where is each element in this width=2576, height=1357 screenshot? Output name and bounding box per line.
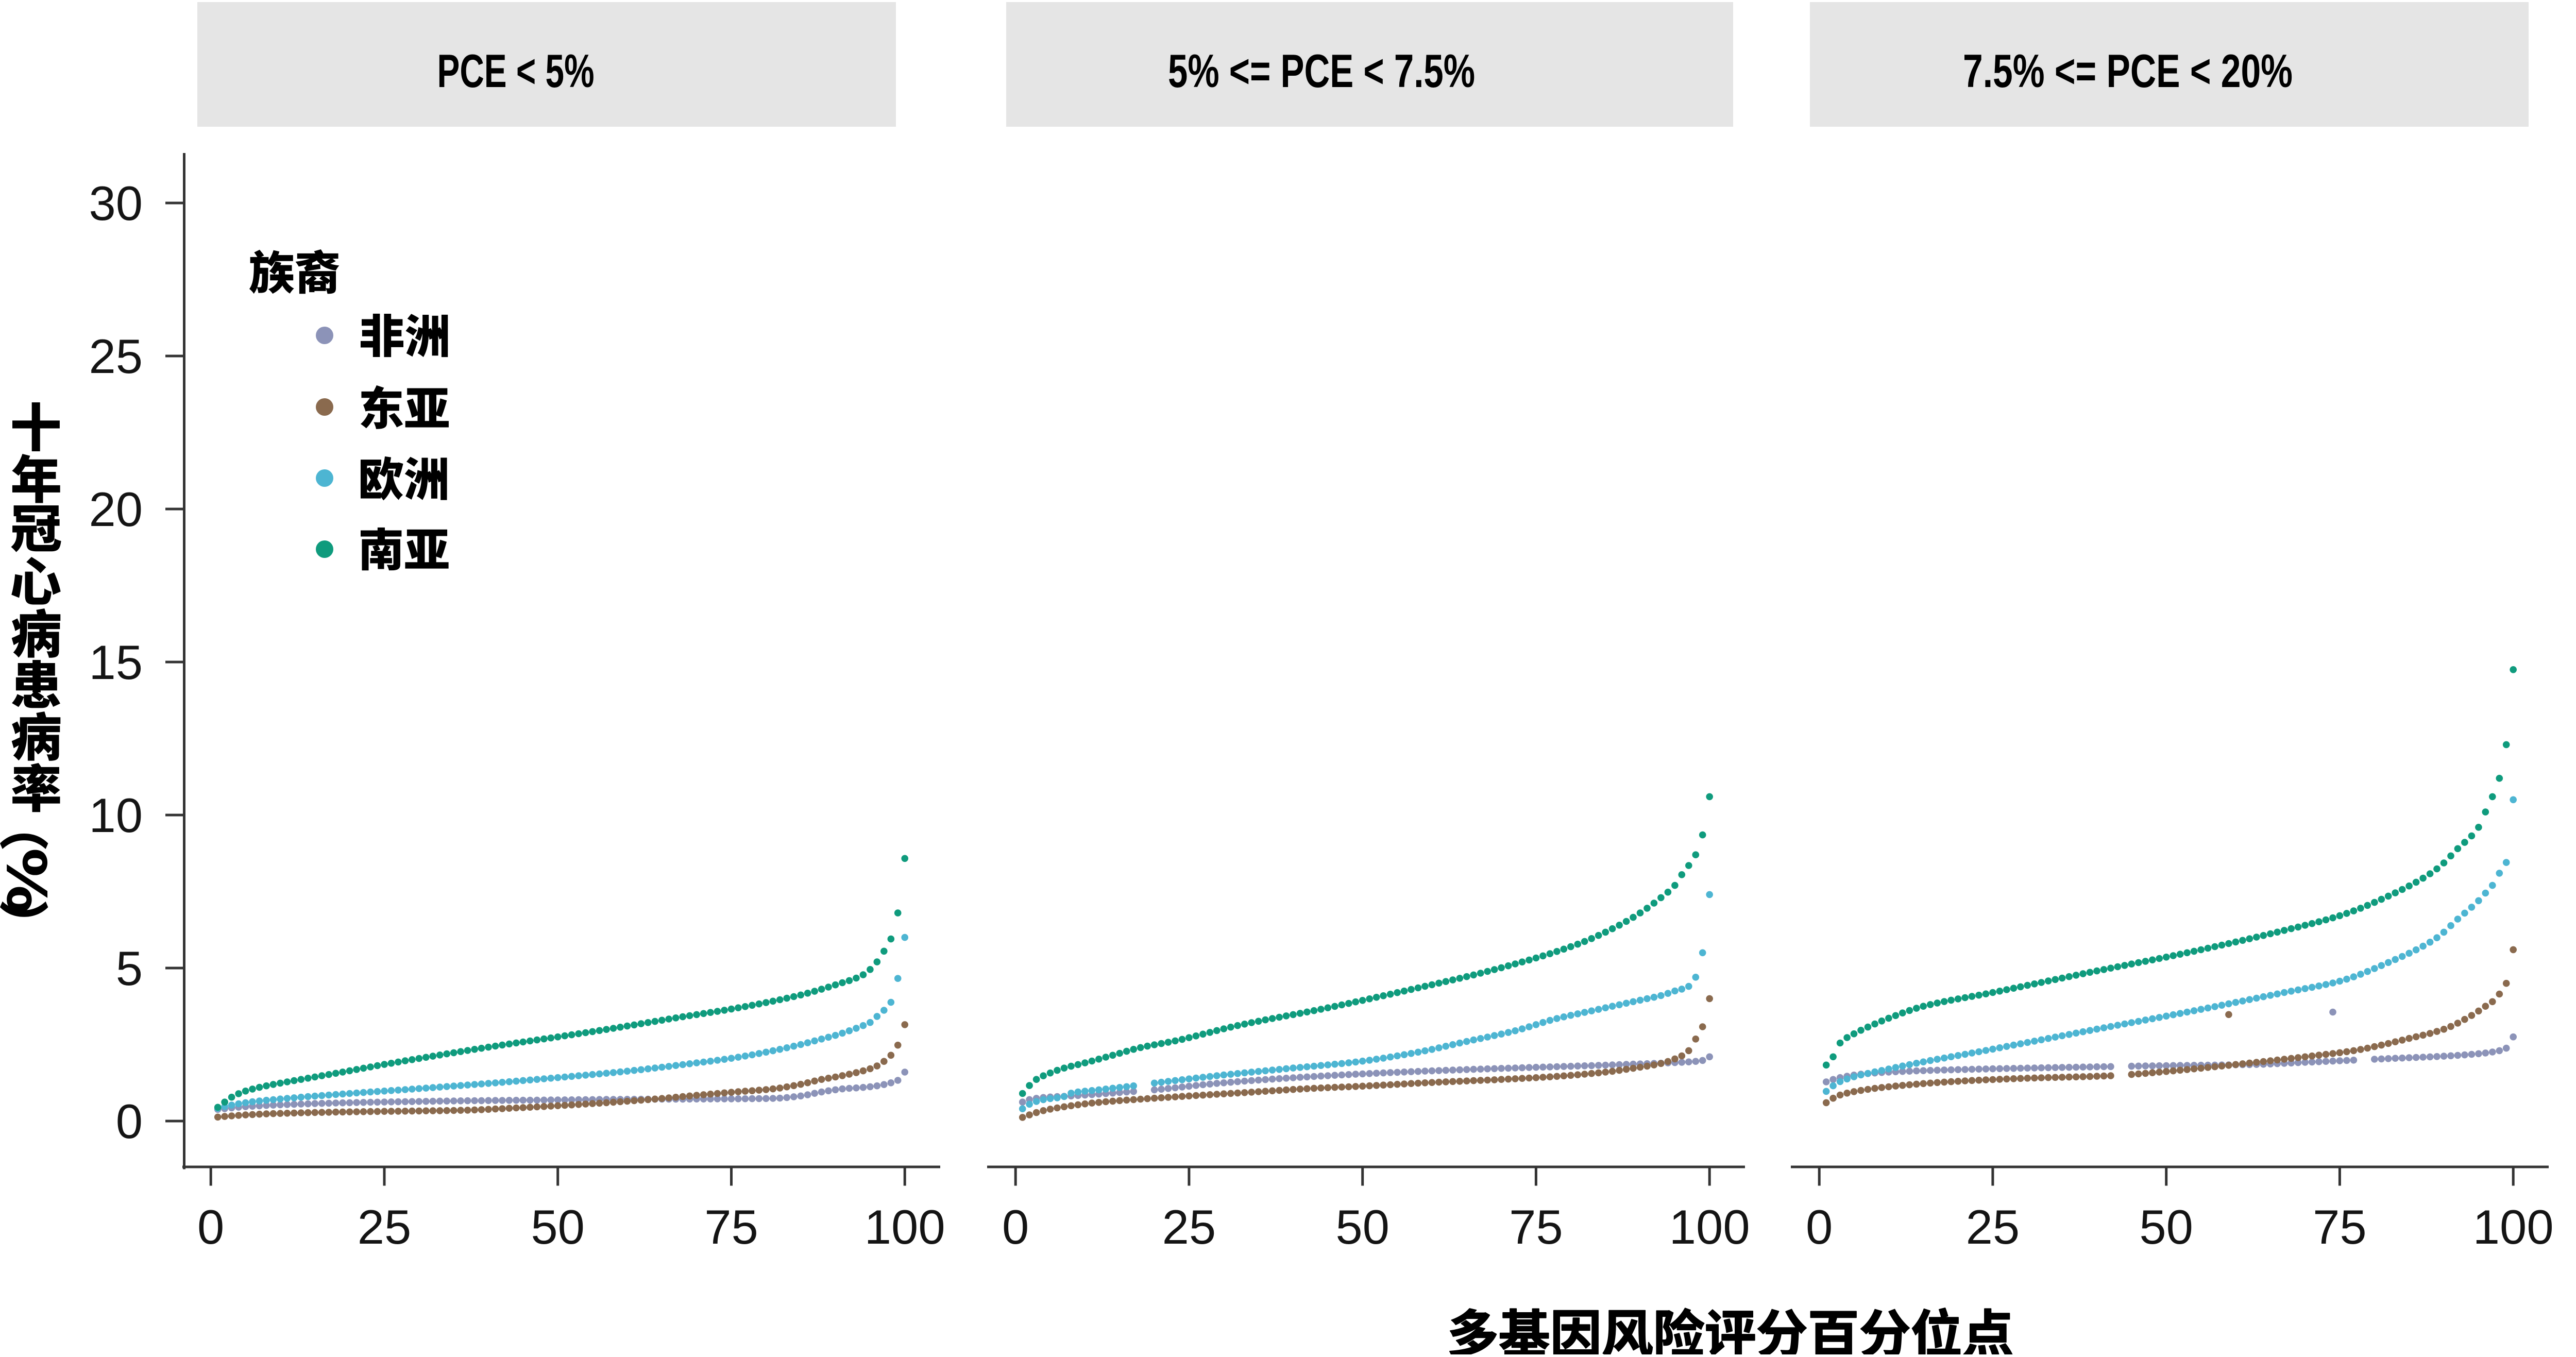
svg-text:75: 75 [704,1200,758,1254]
svg-text:25: 25 [358,1200,412,1254]
svg-text:75: 75 [2313,1200,2367,1254]
svg-text:20: 20 [89,482,143,536]
svg-text:5% <= PCE < 7.5%: 5% <= PCE < 7.5% [1168,45,1475,97]
svg-text:5: 5 [116,941,143,995]
svg-text:100: 100 [1669,1200,1750,1254]
svg-text:0: 0 [116,1094,143,1148]
svg-text:50: 50 [1335,1200,1389,1254]
svg-text:0: 0 [1002,1200,1029,1254]
svg-text:7.5% <= PCE < 20%: 7.5% <= PCE < 20% [1963,45,2293,97]
svg-text:0: 0 [197,1200,224,1254]
svg-text:25: 25 [1966,1200,2020,1254]
svg-text:10: 10 [89,788,143,842]
svg-text:15: 15 [89,635,143,689]
svg-text:PCE < 5%: PCE < 5% [437,45,595,97]
svg-text:75: 75 [1509,1200,1563,1254]
svg-text:25: 25 [89,329,143,383]
svg-text:25: 25 [1162,1200,1216,1254]
svg-text:30: 30 [89,176,143,230]
svg-text:100: 100 [2473,1200,2554,1254]
svg-text:50: 50 [531,1200,585,1254]
svg-text:50: 50 [2139,1200,2193,1254]
svg-text:0: 0 [1806,1200,1833,1254]
svg-text:100: 100 [865,1200,945,1254]
